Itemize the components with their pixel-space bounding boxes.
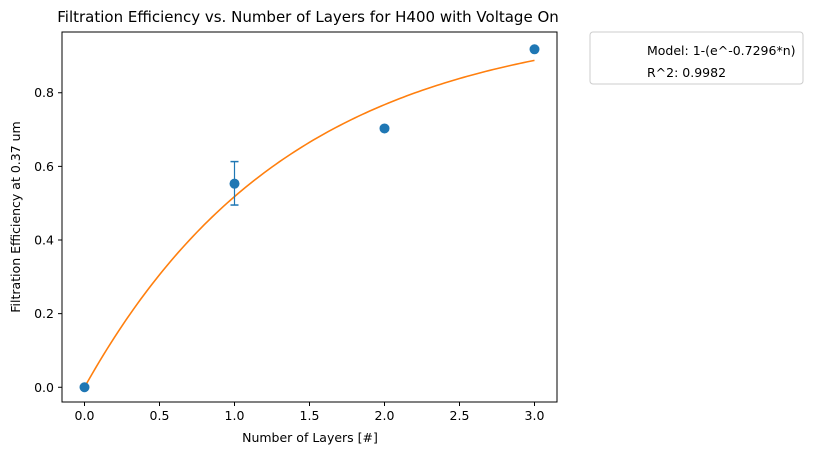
x-tick-label: 0.0 (75, 408, 95, 423)
data-point (79, 382, 90, 393)
legend: Model: 1-(e^-0.7296*n) R^2: 0.9982 (589, 31, 804, 85)
y-tick-label: 0.6 (34, 159, 54, 174)
x-axis-label: Number of Layers [#] (242, 430, 378, 445)
y-axis-ticks: 0.0 0.2 0.4 0.6 0.8 (34, 85, 62, 395)
data-point (379, 123, 390, 134)
y-tick-label: 0.2 (34, 306, 54, 321)
points-layer (79, 44, 540, 393)
y-tick-label: 0.4 (34, 233, 54, 248)
y-tick-label: 0.8 (34, 85, 54, 100)
legend-entry-model: Model: 1-(e^-0.7296*n) (647, 43, 796, 58)
legend-box (589, 31, 804, 85)
x-axis-ticks: 0.0 0.5 1.0 1.5 2.0 2.5 3.0 (75, 402, 545, 423)
model-curve (83, 59, 535, 388)
x-tick-label: 0.5 (150, 408, 170, 423)
y-tick-label: 0.0 (34, 380, 54, 395)
y-axis-label: Filtration Efficiency at 0.37 um (8, 121, 23, 312)
x-tick-label: 2.5 (450, 408, 470, 423)
plot-area (61, 31, 558, 403)
x-tick-label: 3.0 (525, 408, 545, 423)
x-tick-label: 1.0 (225, 408, 245, 423)
x-tick-label: 2.0 (375, 408, 395, 423)
x-tick-label: 1.5 (300, 408, 320, 423)
legend-entry-r2: R^2: 0.9982 (647, 65, 726, 80)
chart-title: Filtration Efficiency vs. Number of Laye… (57, 8, 559, 26)
data-point (529, 44, 540, 55)
data-point (229, 178, 240, 189)
curve-layer (83, 59, 535, 388)
axes-frame (61, 31, 558, 403)
